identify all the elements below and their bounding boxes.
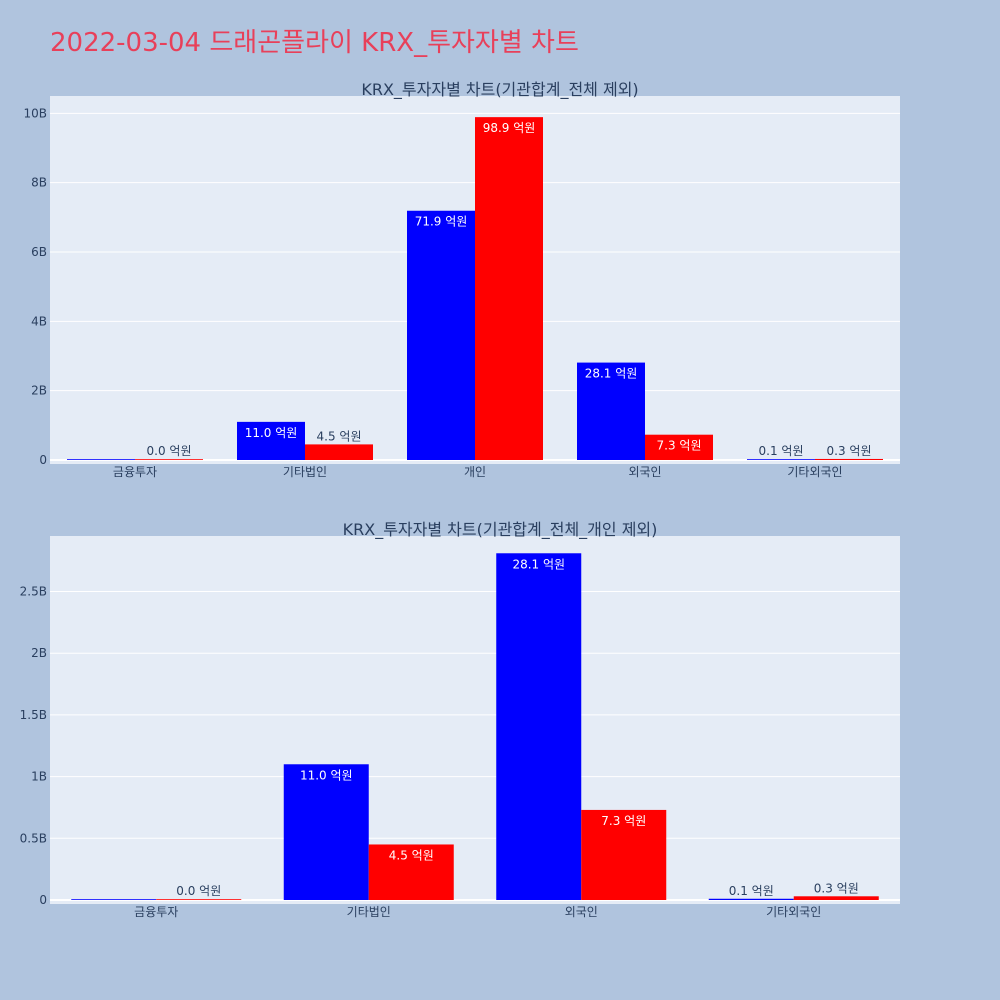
data-label: 28.1 억원 (512, 557, 565, 571)
data-label: 11.0 억원 (245, 426, 298, 440)
y-tick-label: 0 (39, 453, 47, 467)
sell-bar (475, 117, 543, 460)
buy-bar (577, 362, 645, 460)
data-label: 28.1 억원 (585, 367, 638, 381)
sell-bar (156, 899, 242, 900)
data-label: 7.3 억원 (601, 814, 646, 828)
data-label: 4.5 억원 (317, 429, 362, 443)
y-tick-label: 6B (31, 245, 47, 259)
x-tick-label: 기타외국인 (766, 905, 821, 919)
chart-title: KRX_투자자별 차트(기관합계_전체 제외) (361, 80, 638, 100)
x-tick-label: 개인 (464, 465, 486, 479)
x-tick-label: 금융투자 (134, 905, 178, 919)
data-label: 71.9 억원 (415, 215, 468, 229)
x-tick-label: 외국인 (565, 905, 598, 919)
x-tick-label: 기타법인 (347, 905, 391, 919)
y-tick-label: 0 (39, 893, 47, 907)
data-label: 0.3 억원 (814, 881, 859, 895)
data-label: 11.0 억원 (300, 768, 353, 782)
x-tick-label: 외국인 (628, 465, 661, 479)
x-tick-label: 금융투자 (113, 465, 157, 479)
data-label: 7.3 억원 (657, 439, 702, 453)
sell-bar (368, 844, 454, 900)
y-tick-label: 1B (31, 770, 47, 784)
buy-bar (237, 421, 305, 460)
buy-bar (496, 553, 582, 900)
sell-bar (305, 444, 373, 460)
y-tick-label: 2B (31, 384, 47, 398)
y-tick-label: 2.5B (20, 585, 47, 599)
page-title: 2022-03-04 드래곤플라이 KRX_투자자별 차트 (50, 28, 579, 58)
x-tick-label: 기타법인 (283, 465, 327, 479)
y-tick-label: 10B (23, 106, 47, 120)
data-label: 0.3 억원 (827, 444, 872, 458)
y-tick-label: 2B (31, 646, 47, 660)
data-label: 4.5 억원 (389, 848, 434, 862)
buy-bar (708, 898, 794, 900)
data-label: 0.0 억원 (147, 444, 192, 458)
y-tick-label: 4B (31, 314, 47, 328)
sell-bar (793, 896, 879, 900)
buy-bar (67, 459, 135, 460)
y-tick-label: 1.5B (20, 708, 47, 722)
x-tick-label: 기타외국인 (787, 465, 842, 479)
data-label: 0.1 억원 (729, 884, 774, 898)
sell-bar (645, 434, 713, 460)
buy-bar (71, 899, 157, 900)
sell-bar (135, 459, 203, 460)
buy-bar (283, 764, 369, 900)
data-label: 0.0 억원 (176, 884, 221, 898)
data-label: 0.1 억원 (759, 444, 804, 458)
buy-bar (747, 459, 815, 460)
sell-bar (581, 809, 667, 900)
bar-chart-top: KRX_투자자별 차트(기관합계_전체 제외) 0 2B 4B 6B 8B 10B 금융투자 0… (23, 80, 900, 479)
y-tick-label: 8B (31, 176, 47, 190)
chart-title: KRX_투자자별 차트(기관합계_전체_개인 제외) (343, 520, 658, 540)
buy-bar (407, 210, 475, 460)
data-label: 98.9 억원 (483, 121, 536, 135)
sell-bar (815, 458, 883, 460)
y-tick-label: 0.5B (20, 831, 47, 845)
plot-background (50, 536, 900, 904)
